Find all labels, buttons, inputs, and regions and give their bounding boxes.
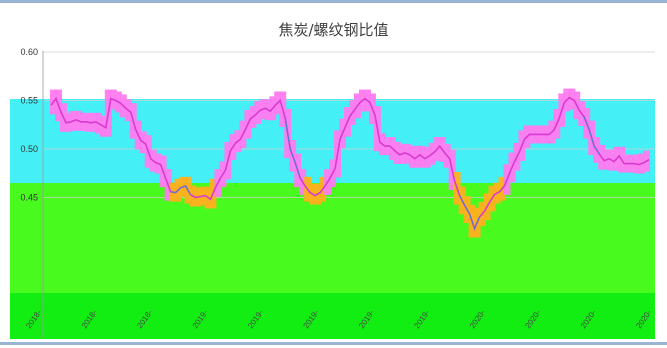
- series-line-fragment: [284, 117, 301, 179]
- background-bands: [10, 99, 655, 339]
- series-line: [50, 96, 650, 231]
- series-line-fragment: [583, 116, 600, 155]
- y-tick-label: 0.60: [20, 47, 38, 57]
- y-tick-label: 0.50: [20, 144, 38, 154]
- y-tick-label: 0.45: [20, 193, 38, 203]
- y-tick-label: 0.55: [20, 96, 38, 106]
- series-layer: [50, 96, 650, 231]
- chart-title: 焦炭/螺纹钢比值: [278, 21, 389, 39]
- band-dark-green: [10, 293, 655, 339]
- series-line-fragment: [170, 185, 191, 195]
- series-line-fragment: [459, 195, 481, 231]
- band-green: [10, 183, 655, 293]
